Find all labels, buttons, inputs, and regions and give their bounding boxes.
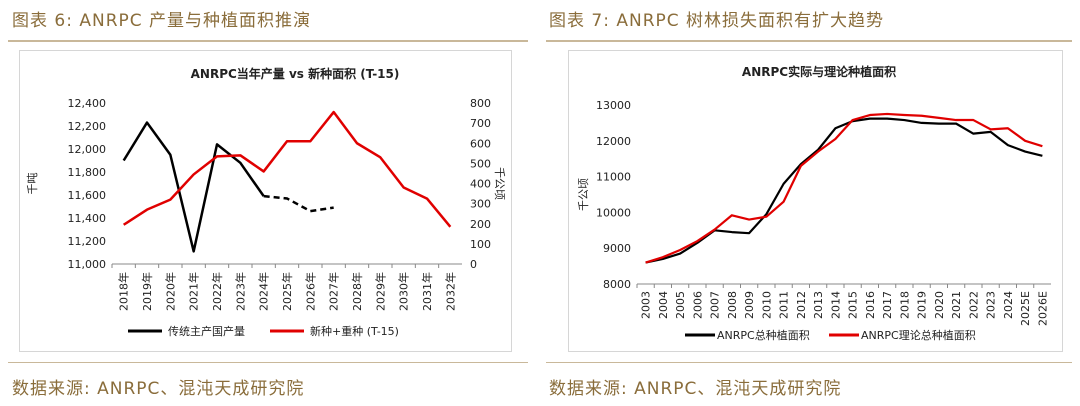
x-tick-label: 2008 (726, 291, 739, 319)
x-tick-label: 2022 (967, 291, 980, 319)
y2-tick-label: 200 (470, 218, 491, 231)
y-tick-label: 13000 (596, 99, 631, 112)
x-tick-label: 2019年 (140, 272, 154, 311)
x-tick-label: 2024 (1002, 291, 1015, 319)
right-chart: ANRPC实际与理论种植面积 8000 9000 10000 11000 12000 130… (577, 64, 1051, 342)
x-tick-label: 2025年 (280, 272, 294, 311)
x-tick-label: 2006 (691, 291, 704, 319)
y-tick-label: 8000 (603, 278, 631, 291)
left-chart: ANRPC当年产量 vs 新种面积 (T-15) 11,000 11,200 11,4… (26, 66, 506, 338)
x-tick-label: 2018年 (117, 272, 131, 311)
legend-label-new-planting: 新种+重种 (T-15) (310, 324, 399, 338)
x-tick-label: 2013 (812, 291, 825, 319)
y-tick-label: 11000 (596, 171, 631, 184)
x-tick-label: 2031年 (420, 272, 434, 311)
y-tick-label: 12,200 (68, 120, 107, 133)
x-tick-label: 2009 (743, 291, 756, 319)
x-tick-label: 2026E (1036, 291, 1049, 326)
x-tick-label: 2027年 (327, 272, 341, 311)
x-tick-label: 2018 (898, 291, 911, 319)
x-tick-label: 2004 (657, 291, 670, 319)
legend-label-actual-area: ANRPC总种植面积 (717, 328, 810, 342)
x-tick-label: 2021年 (187, 272, 201, 311)
x-tick-label: 2016 (864, 291, 877, 319)
left-chart-panel: ANRPC当年产量 vs 新种面积 (T-15) 11,000 11,200 11,4… (19, 50, 512, 352)
y2-tick-label: 100 (470, 238, 491, 251)
x-tick-label: 2030年 (397, 272, 411, 311)
x-tick-label: 2017 (881, 291, 894, 319)
series-line-new-planting (122, 110, 452, 228)
y-tick-label: 11,800 (68, 166, 107, 179)
y-tick-label: 10000 (596, 206, 631, 219)
x-tick-label: 2029年 (373, 272, 387, 311)
x-tick-label: 2020年 (163, 272, 177, 311)
right-title-rule (546, 40, 1072, 42)
x-tick-label: 2032年 (443, 272, 457, 311)
y2-tick-label: 300 (470, 198, 491, 211)
x-tick-label: 2023 (985, 291, 998, 319)
y-axis-label: 千公顷 (577, 178, 590, 211)
y-tick-label: 12,400 (68, 97, 107, 110)
y2-tick-label: 700 (470, 117, 491, 130)
y2-tick-label: 600 (470, 137, 491, 150)
y-tick-label: 12,000 (68, 143, 107, 156)
left-source: 数据来源: ANRPC、混沌天成研究院 (12, 379, 305, 399)
x-tick-label: 2028年 (350, 272, 364, 311)
x-tick-label: 2025E (1019, 291, 1032, 326)
y2-tick-label: 500 (470, 157, 491, 170)
left-figure-title: 图表 6: ANRPC 产量与种植面积推演 (12, 11, 312, 31)
y-axis-label: 千吨 (26, 173, 39, 195)
x-tick-label: 2021 (950, 291, 963, 319)
x-tick-label: 2014 (829, 291, 842, 319)
y-tick-label: 12000 (596, 135, 631, 148)
x-tick-label: 2022年 (210, 272, 224, 311)
series-line-actual-area (645, 117, 1043, 264)
x-tick-label: 2019 (916, 291, 929, 319)
legend-label-theoretical-area: ANRPC理论总种植面积 (861, 328, 976, 342)
chart-title: ANRPC当年产量 vs 新种面积 (T-15) (191, 66, 400, 81)
y-tick-label: 9000 (603, 242, 631, 255)
y2-tick-label: 0 (470, 258, 477, 271)
x-tick-label: 2026年 (303, 272, 317, 311)
x-tick-label: 2023年 (233, 272, 247, 311)
y2-tick-label: 400 (470, 178, 491, 191)
y-tick-label: 11,000 (68, 258, 107, 271)
series-line-theoretical-area (645, 112, 1043, 264)
x-tick-label: 2020 (933, 291, 946, 319)
x-tick-label: 2011 (778, 291, 791, 319)
y2-tick-label: 800 (470, 97, 491, 110)
y-tick-label: 11,400 (68, 212, 107, 225)
y-tick-label: 11,200 (68, 235, 107, 248)
x-tick-label: 2015 (847, 291, 860, 319)
x-tick-label: 2024年 (257, 272, 271, 311)
left-title-rule (8, 40, 528, 42)
right-source-rule (546, 362, 1072, 363)
x-tick-label: 2005 (674, 291, 687, 319)
series-line-production (122, 121, 265, 253)
x-tick-label: 2003 (640, 291, 653, 319)
right-figure-title: 图表 7: ANRPC 树林损失面积有扩大趋势 (549, 11, 885, 31)
x-tick-label: 2007 (709, 291, 722, 319)
x-tick-label: 2010 (760, 291, 773, 319)
legend-label-production: 传统主产国产量 (168, 324, 245, 338)
y-tick-label: 11,600 (68, 189, 107, 202)
chart-title: ANRPC实际与理论种植面积 (742, 64, 896, 79)
right-source: 数据来源: ANRPC、混沌天成研究院 (549, 379, 842, 399)
y2-axis-label: 千公顷 (493, 167, 506, 200)
left-source-rule (8, 362, 528, 363)
x-tick-label: 2012 (795, 291, 808, 319)
series-line-production-forecast (263, 194, 334, 213)
right-chart-panel: ANRPC实际与理论种植面积 8000 9000 10000 11000 12000 130… (568, 50, 1063, 352)
